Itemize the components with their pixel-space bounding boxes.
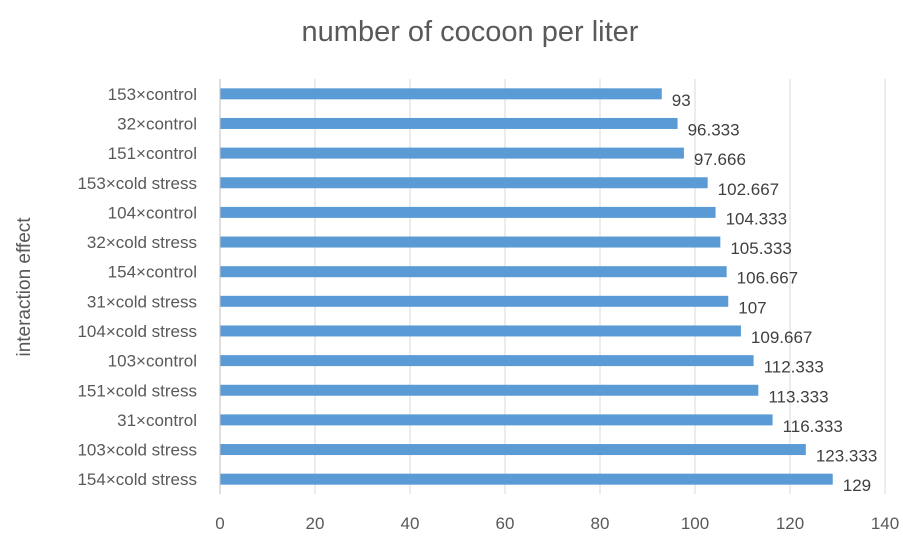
- bar: [220, 117, 678, 129]
- x-tick-labels: 0 20 40 60 80 100 120 140: [215, 514, 899, 533]
- bar: [220, 384, 759, 396]
- bars: [220, 88, 833, 485]
- category-label: 154×control: [108, 263, 197, 282]
- x-tick-label: 40: [401, 514, 420, 533]
- chart-title: number of cocoon per liter: [302, 16, 639, 48]
- bar: [220, 177, 708, 189]
- bar: [220, 325, 741, 337]
- category-label: 31×control: [117, 411, 197, 430]
- category-label: 151×control: [108, 144, 197, 163]
- bar: [220, 414, 773, 426]
- category-label: 153×cold stress: [77, 174, 197, 193]
- data-label: 97.666: [694, 150, 746, 169]
- data-label: 105.333: [730, 239, 791, 258]
- data-label: 102.667: [718, 180, 779, 199]
- data-label: 106.667: [737, 269, 798, 288]
- value-labels: 93 96.333 97.666 102.667 104.333 105.333 106.6…: [672, 91, 878, 495]
- bar: [220, 147, 684, 159]
- data-label: 113.333: [768, 387, 828, 406]
- data-label: 109.667: [751, 328, 812, 347]
- bar: [220, 444, 806, 456]
- category-label: 154×cold stress: [77, 470, 197, 489]
- bar: [220, 236, 721, 248]
- x-tick-label: 60: [496, 514, 515, 533]
- category-label: 151×cold stress: [77, 381, 197, 400]
- bar: [220, 473, 833, 485]
- x-tick-label: 20: [306, 514, 325, 533]
- data-label: 96.333: [688, 120, 740, 139]
- category-label: 104×control: [108, 203, 197, 222]
- data-label: 116.333: [783, 417, 843, 436]
- data-label: 112.333: [764, 358, 824, 377]
- category-label: 32×cold stress: [87, 233, 197, 252]
- category-label: 104×cold stress: [77, 322, 197, 341]
- x-tick-label: 120: [776, 514, 804, 533]
- bar: [220, 266, 727, 278]
- bar: [220, 295, 729, 307]
- category-label: 103×cold stress: [77, 441, 197, 460]
- category-label: 153×control: [108, 85, 197, 104]
- category-label: 32×control: [117, 114, 197, 133]
- bar: [220, 355, 754, 367]
- y-axis-label: interaction effect: [14, 217, 35, 357]
- category-label: 103×control: [108, 352, 197, 371]
- data-label: 123.333: [816, 447, 877, 466]
- bar: [220, 206, 716, 218]
- x-tick-label: 0: [215, 514, 224, 533]
- data-label: 104.333: [726, 209, 787, 228]
- category-labels: 153×control 32×control 151×control 153×cold…: [77, 85, 197, 489]
- category-label: 31×cold stress: [87, 292, 197, 311]
- bar: [220, 88, 662, 100]
- data-label: 107: [738, 298, 766, 317]
- x-tick-label: 80: [591, 514, 610, 533]
- data-label: 129: [843, 476, 871, 495]
- data-label: 93: [672, 91, 691, 110]
- x-tick-label: 140: [871, 514, 899, 533]
- x-tick-label: 100: [681, 514, 709, 533]
